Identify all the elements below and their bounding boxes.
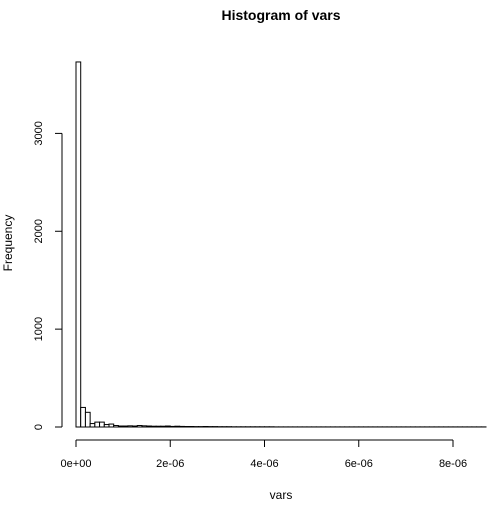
histogram-bar: [103, 424, 110, 428]
y-axis: 0 1000 2000 3000: [33, 121, 63, 430]
y-tick-label: 1000: [33, 317, 45, 341]
histogram-bar: [80, 406, 86, 428]
x-tick-label: 0e+00: [61, 458, 92, 470]
histogram-bar: [146, 425, 152, 428]
x-tick-label: 6e-06: [345, 458, 373, 470]
histogram-bar: [108, 423, 115, 428]
histogram-bar: [136, 425, 143, 428]
histogram-bar: [127, 425, 134, 428]
histogram-bar: [160, 425, 167, 428]
y-axis-label: Frequency: [1, 215, 15, 272]
histogram-bar: [99, 421, 105, 428]
y-tick-label: 0: [33, 424, 45, 430]
chart-title: Histogram of vars: [221, 7, 340, 23]
histogram-bar: [117, 425, 124, 428]
histogram-bar: [75, 61, 82, 428]
x-tick-label: 4e-06: [250, 458, 278, 470]
x-axis-label: vars: [270, 488, 293, 502]
histogram-bar: [89, 423, 96, 428]
histogram-bar: [174, 425, 181, 428]
histogram-bar: [113, 425, 119, 428]
histogram-bar: [150, 425, 157, 428]
histogram-bar: [94, 421, 101, 428]
x-tick-label: 8e-06: [439, 458, 467, 470]
histogram-bar: [155, 425, 162, 428]
y-tick-label: 3000: [33, 121, 45, 145]
x-tick-label: 2e-06: [156, 458, 184, 470]
x-axis: 0e+00 2e-06 4e-06 6e-06 8e-06: [61, 439, 467, 470]
histogram-bar: [132, 425, 138, 428]
histogram-bar: [122, 425, 129, 428]
histogram-bar: [84, 411, 91, 428]
histogram-bar: [169, 425, 176, 428]
histogram-bar: [165, 425, 171, 428]
histogram-bar: [179, 425, 185, 428]
histogram-bars: [75, 61, 487, 428]
histogram-bar: [141, 425, 148, 428]
y-tick-label: 2000: [33, 219, 45, 243]
